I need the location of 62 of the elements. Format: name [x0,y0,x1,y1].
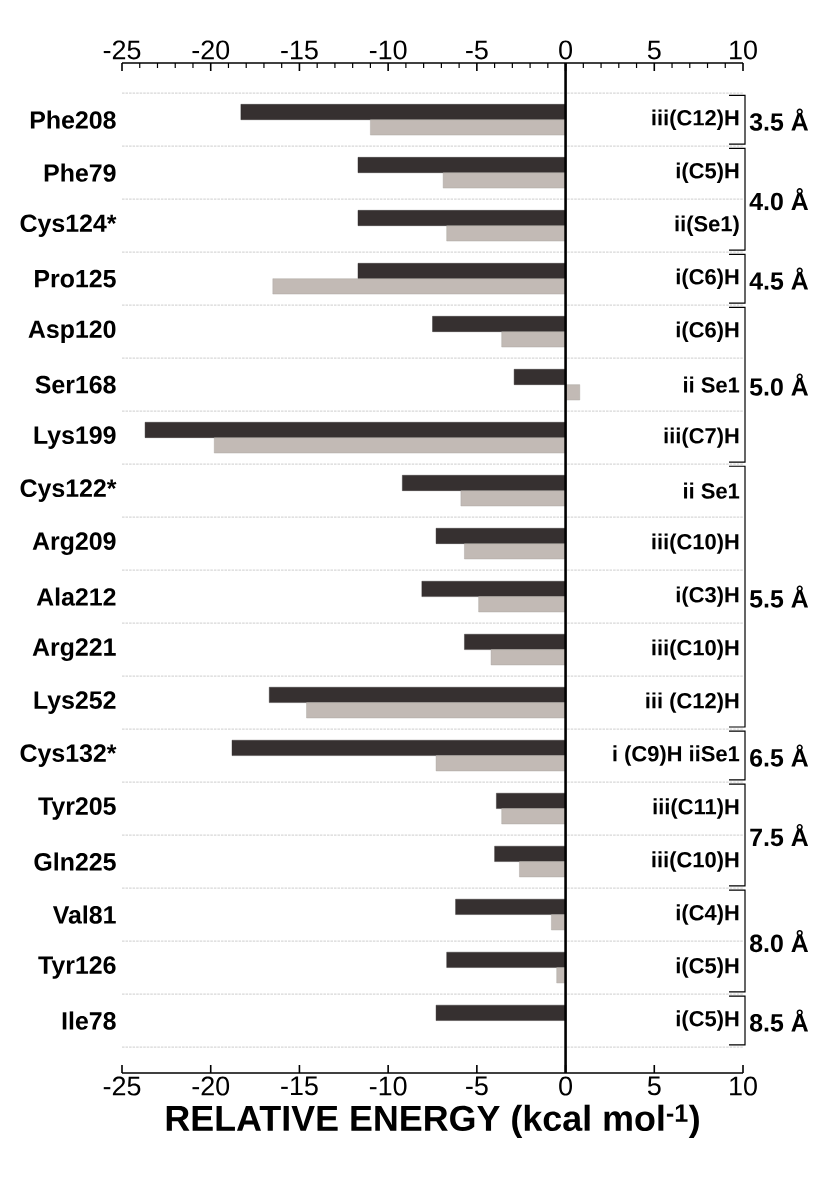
x2-tick-label: -10 [369,40,407,60]
annotation: i (C9)H iiSe1 [613,745,740,766]
annotation: i(C6)H [676,268,739,289]
annotation: ii Se1 [684,376,740,393]
x2-tick-label: -15 [281,40,318,60]
y-tick-label: Phe79 [44,163,116,182]
x2-tick-label: -5 [466,40,488,60]
text: 6.5 Å [750,744,809,767]
x2-tick-label: 10 [730,40,757,60]
y-tick-label: Tyr205 [38,797,116,820]
annotation: i(C5)H [676,162,739,183]
x-tick-label: -20 [192,1076,230,1096]
y-tick-label: Val81 [52,905,116,924]
x2-tick-label: 0 [559,40,572,60]
annotation: i(C5)H [676,957,739,978]
y-tick-label: Cys122* [20,479,117,502]
x-tick-label: 10 [730,1076,757,1096]
annotation: i(C3)H [676,586,739,607]
x-axis-title: RELATIVE ENERGY (kcal mol$^{-1}$) [166,1104,699,1139]
y-tick-label: Tyr126 [38,956,116,979]
x2-tick-label: 5 [647,40,661,60]
y-tick-label: Phe208 [30,110,116,129]
text: 4.5 Å [749,267,809,290]
text: 8.5 Å [750,1009,809,1032]
y-tick-label: Ala212 [36,587,116,606]
annotation: ii(Se1) [675,215,739,236]
x-tick-label: 0 [559,1076,572,1096]
annotation: iii(C10)H [652,851,739,872]
text: 3.5 Å [749,108,809,131]
annotation: iii(C12)H [652,109,739,130]
annotation: iii(C10)H [652,533,739,554]
text: 8.0 Å [750,929,809,953]
x2-tick-label: -25 [103,40,141,60]
y-tick-label: Lys199 [34,426,116,449]
y-tick-label: Ser168 [35,375,116,394]
y-tick-label: Lys252 [34,691,116,714]
text: 4.0 Å [749,188,809,211]
y-tick-label: Arg209 [32,532,116,555]
y-tick-label: Cys124* [20,214,117,237]
x-tick-label: -5 [466,1076,488,1096]
annotation: i(C5)H [676,1010,739,1031]
y-tick-label: Ile78 [62,1011,116,1030]
y-tick-label: Pro125 [35,269,116,288]
text: 7.5 Å [750,823,809,847]
annotation: iii(C10)H [652,639,739,660]
text: 5.5 Å [749,585,809,608]
annotation: i(C6)H [676,321,739,342]
annotation: iii(C7)H [664,427,739,448]
annotation: ii Se1 [684,482,740,499]
y-tick-label: Cys132* [20,744,117,767]
y-tick-label: Gln225 [34,852,116,871]
text: 5.0 Å [749,373,809,396]
x-tick-label: 5 [647,1076,661,1096]
y-tick-label: Arg221 [32,638,116,661]
annotation: i(C4)H [676,904,739,925]
x-tick-label: -15 [281,1076,318,1096]
x-tick-label: -25 [103,1076,141,1096]
annotation: iii (C12)H [646,692,739,713]
annotation: iii(C11)H [653,798,739,819]
x2-tick-label: -20 [192,40,230,60]
x-tick-label: -10 [369,1076,407,1096]
y-tick-label: Asp120 [28,320,116,343]
